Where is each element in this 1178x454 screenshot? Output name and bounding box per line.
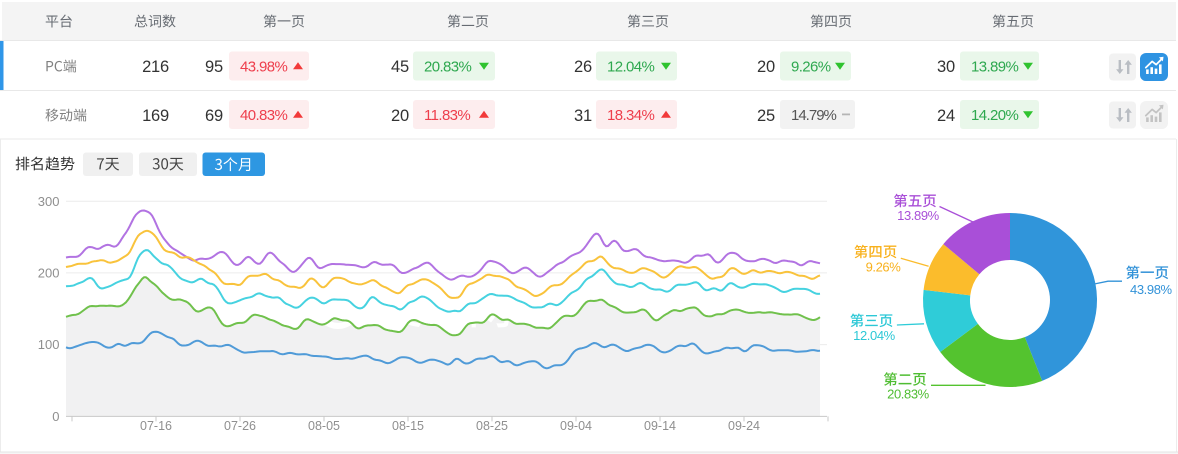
svg-text:9.26%: 9.26% — [791, 58, 831, 75]
svg-text:40.83%: 40.83% — [240, 107, 288, 124]
svg-text:12.04%: 12.04% — [607, 58, 655, 75]
svg-text:11.83%: 11.83% — [424, 107, 470, 124]
svg-text:30: 30 — [937, 58, 955, 76]
svg-text:20.83%: 20.83% — [887, 387, 930, 402]
svg-text:69: 69 — [205, 107, 223, 125]
svg-text:43.98%: 43.98% — [240, 58, 288, 75]
svg-text:09-04: 09-04 — [560, 419, 592, 433]
svg-text:20.83%: 20.83% — [424, 58, 472, 75]
svg-text:08-05: 08-05 — [308, 419, 340, 433]
svg-text:216: 216 — [142, 58, 169, 76]
svg-text:08-15: 08-15 — [392, 419, 424, 433]
svg-text:13.89%: 13.89% — [897, 208, 940, 223]
svg-text:09-24: 09-24 — [728, 419, 760, 433]
svg-text:20: 20 — [757, 58, 775, 76]
svg-text:20: 20 — [391, 107, 409, 125]
svg-text:100: 100 — [38, 337, 60, 352]
svg-text:45: 45 — [391, 58, 409, 76]
svg-text:14.20%: 14.20% — [971, 107, 1019, 124]
svg-text:43.98%: 43.98% — [1130, 282, 1173, 297]
svg-text:300: 300 — [38, 194, 60, 209]
svg-text:200: 200 — [38, 266, 60, 281]
svg-text:14.79%: 14.79% — [791, 107, 837, 124]
svg-text:24: 24 — [937, 107, 955, 125]
svg-text:08-25: 08-25 — [476, 419, 508, 433]
svg-text:12.04%: 12.04% — [853, 328, 896, 343]
svg-text:13.89%: 13.89% — [971, 58, 1019, 75]
svg-text:07-16: 07-16 — [140, 419, 172, 433]
svg-text:31: 31 — [574, 107, 592, 125]
svg-text:09-14: 09-14 — [644, 419, 676, 433]
svg-text:25: 25 — [757, 107, 775, 125]
svg-text:169: 169 — [142, 107, 169, 125]
svg-text:0: 0 — [52, 409, 59, 424]
svg-text:26: 26 — [574, 58, 592, 76]
svg-text:95: 95 — [205, 58, 223, 76]
svg-text:18.34%: 18.34% — [607, 107, 655, 124]
svg-text:07-26: 07-26 — [224, 419, 256, 433]
svg-text:9.26%: 9.26% — [866, 260, 902, 275]
